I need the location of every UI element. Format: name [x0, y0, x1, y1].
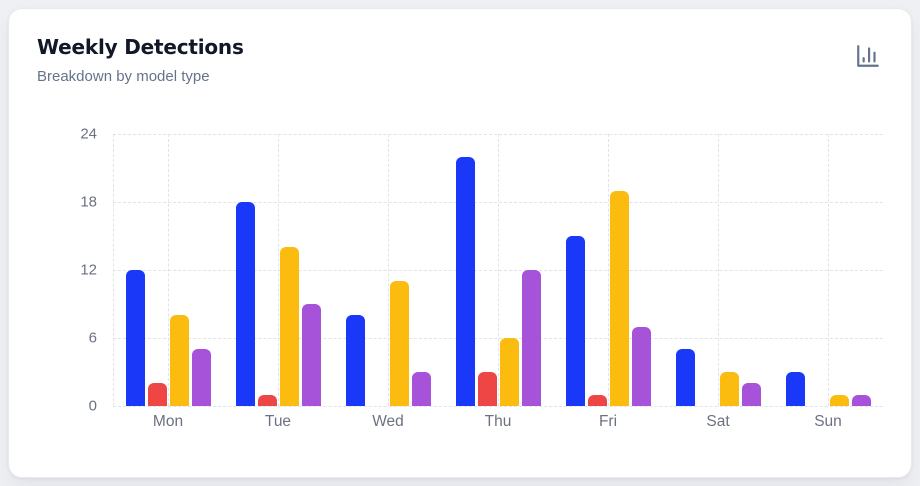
bar-group-tue	[223, 134, 333, 406]
x-axis: Mon Tue Wed Thu Fri Sat Sun	[113, 413, 883, 435]
x-axis-label-wed: Wed	[372, 413, 404, 430]
gridline-v-sun	[828, 134, 829, 406]
bar-blue-fri[interactable]	[565, 236, 585, 406]
y-axis: 0 6 12 18 24	[9, 126, 105, 415]
bar-amber-tue[interactable]	[279, 247, 299, 406]
bar-blue-sat[interactable]	[675, 349, 695, 406]
x-axis-label-mon: Mon	[152, 413, 184, 430]
bar-amber-sun[interactable]	[829, 394, 849, 406]
bar-purple-thu[interactable]	[521, 270, 541, 406]
gridline-v-mon	[168, 134, 169, 406]
bar-red-thu[interactable]	[477, 372, 497, 406]
bar-amber-thu[interactable]	[499, 338, 519, 406]
gridline-h-0	[113, 406, 883, 407]
x-axis-label-tue: Tue	[264, 413, 292, 430]
bar-blue-tue[interactable]	[235, 202, 255, 406]
bar-red-mon[interactable]	[147, 383, 167, 406]
bar-purple-tue[interactable]	[301, 304, 321, 406]
bar-purple-mon[interactable]	[191, 349, 211, 406]
bar-blue-sun[interactable]	[785, 372, 805, 406]
bar-purple-sun[interactable]	[851, 394, 871, 406]
x-axis-label-sat: Sat	[706, 413, 730, 430]
bar-amber-fri[interactable]	[609, 190, 629, 406]
bar-amber-wed[interactable]	[389, 281, 409, 406]
gridline-v-wed	[388, 134, 389, 406]
gridline-v-sat	[718, 134, 719, 406]
bar-amber-mon[interactable]	[169, 315, 189, 406]
bar-group-wed	[333, 134, 443, 406]
bar-group-sat	[663, 134, 773, 406]
bar-group-mon	[113, 134, 223, 406]
bar-group-sun	[773, 134, 883, 406]
bar-group-fri	[553, 134, 663, 406]
bar-blue-wed[interactable]	[345, 315, 365, 406]
bar-blue-thu[interactable]	[455, 156, 475, 406]
card-header: Weekly Detections Breakdown by model typ…	[37, 35, 885, 85]
bar-chart-icon	[855, 43, 881, 69]
bar-red-tue[interactable]	[257, 394, 277, 406]
weekly-detections-card: Weekly Detections Breakdown by model typ…	[8, 8, 912, 478]
gridline-v-edge	[113, 134, 114, 406]
page-title: Weekly Detections	[37, 35, 244, 59]
y-tick-label-18: 18	[80, 193, 97, 211]
bar-purple-fri[interactable]	[631, 326, 651, 406]
x-axis-label-thu: Thu	[484, 413, 512, 430]
plot-area	[113, 134, 883, 407]
gridline-v-thu	[498, 134, 499, 406]
bar-group-thu	[443, 134, 553, 406]
y-tick-label-6: 6	[88, 329, 97, 347]
card-header-text: Weekly Detections Breakdown by model typ…	[37, 35, 244, 85]
bar-blue-mon[interactable]	[125, 270, 145, 406]
y-tick-label-24: 24	[80, 125, 97, 143]
bar-amber-sat[interactable]	[719, 372, 739, 406]
gridline-v-tue	[278, 134, 279, 406]
y-tick-label-0: 0	[88, 397, 97, 415]
gridline-v-fri	[608, 134, 609, 406]
x-axis-label-sun: Sun	[814, 413, 842, 430]
bar-purple-wed[interactable]	[411, 372, 431, 406]
x-axis-label-fri: Fri	[598, 413, 618, 430]
card-subtitle: Breakdown by model type	[37, 68, 210, 85]
bar-purple-sat[interactable]	[741, 383, 761, 406]
y-tick-label-12: 12	[80, 261, 97, 279]
bar-red-fri[interactable]	[587, 394, 607, 406]
